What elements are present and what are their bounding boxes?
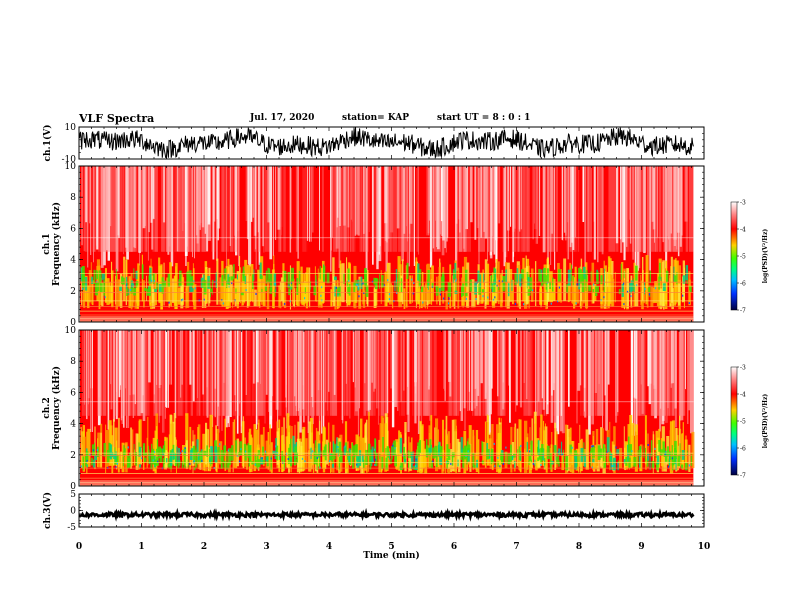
y-tick-label: -10 [62, 155, 77, 165]
y-tick-label: 4 [70, 256, 76, 266]
colorbar-tick-label: -5 [740, 254, 746, 261]
colorbar-unit-label: log(PSD)(V²/Hz) [762, 229, 769, 284]
y-tick-label: 10 [65, 326, 77, 336]
ch1-channel-label: ch.1 [42, 233, 52, 254]
ch1-colorbar [730, 201, 738, 311]
x-tick-label: 9 [638, 542, 644, 552]
ch1-frequency-label: Frequency (kHz) [51, 202, 62, 286]
start-time-label: start UT = 8 : 0 : 1 [437, 113, 531, 123]
colorbar-tick-label: -4 [740, 227, 746, 234]
ch1-y-label: ch.1(V) [42, 125, 53, 162]
colorbar-tick-label: -6 [740, 281, 746, 288]
ch2-channel-label: ch.2 [42, 397, 52, 418]
station-label: station= KAP [342, 113, 410, 123]
colorbar-tick-label: -4 [740, 392, 746, 399]
y-tick-label: 10 [65, 162, 77, 172]
y-tick-label: 6 [70, 224, 76, 234]
colorbar-tick-label: -3 [740, 365, 746, 372]
y-tick-label: 8 [70, 357, 76, 367]
ch2-colorbar [730, 366, 738, 476]
y-tick-label: 10 [65, 123, 77, 133]
colorbar-tick-label: -6 [740, 446, 746, 453]
date-label: Jul. 17, 2020 [250, 113, 315, 123]
colorbar-tick-label: -7 [740, 473, 746, 480]
ch3-waveform [78, 507, 695, 522]
ch2-frequency-label: Frequency (kHz) [51, 366, 62, 450]
y-tick-label: -5 [67, 523, 76, 533]
colorbar-tick-label: -3 [740, 200, 746, 207]
ch3-waveform-line [78, 507, 695, 522]
y-tick-label: 8 [70, 193, 76, 203]
y-tick-label: 0 [70, 318, 76, 328]
colorbar-unit-label: log(PSD)(V²/Hz) [762, 394, 769, 449]
y-tick-label: 2 [70, 287, 76, 297]
ch3-waveform-frame [78, 493, 705, 528]
figure-title: VLF Spectra [79, 112, 155, 125]
x-tick-label: 5 [388, 542, 394, 552]
x-tick-label: 3 [263, 542, 269, 552]
x-tick-label: 8 [576, 542, 582, 552]
y-tick-label: 0 [70, 507, 76, 517]
y-tick-label: 6 [70, 388, 76, 398]
x-tick-label: 2 [201, 542, 207, 552]
ch1-waveform-line [78, 126, 694, 160]
colorbar-tick-label: -7 [740, 308, 746, 315]
y-tick-label: 2 [70, 451, 76, 461]
ch1-waveform [78, 126, 694, 160]
x-tick-label: 7 [513, 542, 519, 552]
colorbar-tick-label: -5 [740, 419, 746, 426]
y-tick-label: 4 [70, 420, 76, 430]
x-tick-label: 6 [451, 542, 457, 552]
ch2-spectrogram [80, 330, 695, 486]
x-axis-label: Time (min) [363, 550, 420, 561]
y-tick-label: 5 [70, 490, 76, 500]
x-tick-label: 10 [698, 542, 711, 552]
x-tick-label: 0 [76, 542, 82, 552]
x-tick-label: 1 [138, 542, 144, 552]
ch3-y-label: ch.3(V) [42, 492, 53, 529]
y-tick-label: 0 [70, 482, 76, 492]
ch1-spectrogram [80, 166, 694, 322]
colorbars: -3 -4 -5 -6 -7 log(PSD)(V²/Hz) -3 -4 -5 -6 -7 log(P… [730, 200, 769, 480]
x-tick-label: 4 [326, 542, 332, 552]
